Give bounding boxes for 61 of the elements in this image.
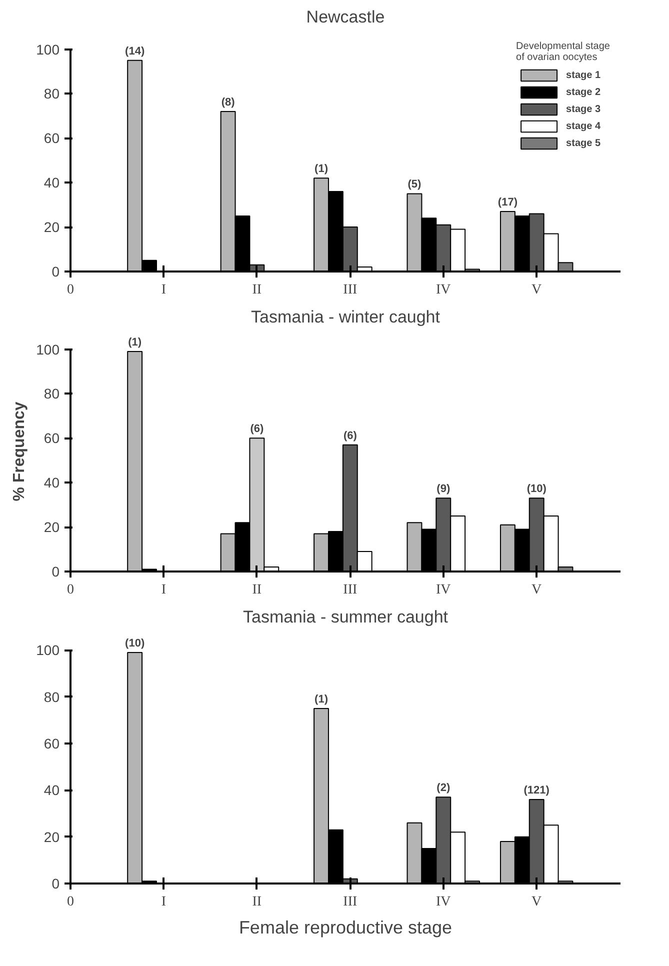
annotation: (8)	[221, 96, 236, 108]
y-tick-label: 0	[52, 264, 60, 280]
annotation: (1)	[314, 163, 328, 176]
x-tick-label: I	[161, 282, 166, 298]
x-tick-label: 0	[67, 894, 74, 910]
chart-title: Newcastle	[306, 8, 385, 26]
y-tick-label: 40	[44, 474, 60, 491]
y-tick-label: 40	[44, 174, 60, 191]
y-tick-label: 100	[36, 41, 60, 58]
annotation: (5)	[408, 178, 422, 191]
annotation: (14)	[125, 45, 145, 58]
y-tick-label: 20	[44, 519, 60, 536]
x-tick-label: II	[252, 894, 262, 910]
y-tick-label: 80	[44, 86, 60, 102]
y-tick-label: 20	[44, 828, 60, 845]
x-tick-label: V	[532, 582, 542, 598]
y-tick-label: 80	[44, 386, 60, 402]
x-tick-label: I	[161, 582, 166, 598]
text: (10)	[125, 638, 145, 650]
x-tick-label: 0	[67, 282, 74, 298]
text: (1)	[128, 336, 142, 348]
x-tick-label: V	[532, 894, 542, 910]
legend-title: Developmental stage of ovarian oocytes	[516, 41, 610, 63]
annotation: (6)	[250, 423, 264, 436]
x-tick-label: IV	[436, 894, 451, 910]
legend-label: stage 4	[566, 120, 601, 133]
y-tick-label: 40	[44, 782, 60, 798]
chart-title: Tasmania - summer caught	[242, 608, 448, 626]
y-tick-label: 80	[44, 688, 60, 705]
x-tick-label: II	[252, 582, 262, 598]
annotation: (9)	[436, 483, 450, 496]
legend-label: stage 2	[566, 86, 601, 99]
y-tick-label: 0	[52, 564, 60, 580]
legend-label: stage 1	[566, 68, 601, 82]
y-tick-label: 100	[36, 642, 60, 658]
x-tick-label: III	[343, 582, 358, 598]
y-tick-label: 0	[52, 876, 60, 892]
y-tick-label: 60	[44, 430, 60, 446]
x-tick-label: 0	[67, 582, 74, 598]
y-tick-label: 100	[36, 341, 60, 358]
annotation: (6)	[343, 430, 358, 442]
annotation: (1)	[314, 694, 328, 706]
x-tick-label: I	[161, 894, 166, 910]
x-axis-title: Female reproductive stage	[238, 918, 452, 938]
x-tick-label: III	[343, 894, 358, 910]
y-tick-label: 20	[44, 219, 60, 236]
y-axis-title: % Frequency	[11, 402, 28, 502]
x-tick-label: V	[532, 282, 542, 298]
y-tick-label: 60	[44, 130, 60, 146]
y-tick-label: 60	[44, 736, 60, 752]
annotation: (121)	[524, 784, 550, 796]
annotation: (10)	[526, 483, 547, 496]
legend-label: stage 5	[566, 136, 601, 150]
legend-label: stage 3	[566, 102, 601, 116]
x-tick-label: III	[343, 282, 358, 298]
chart-title: Tasmania - winter caught	[251, 308, 440, 326]
x-tick-label: IV	[436, 582, 451, 598]
annotation: (17)	[498, 196, 518, 208]
x-tick-label: II	[252, 282, 262, 298]
x-tick-label: IV	[436, 282, 451, 298]
annotation: (2)	[436, 782, 450, 794]
